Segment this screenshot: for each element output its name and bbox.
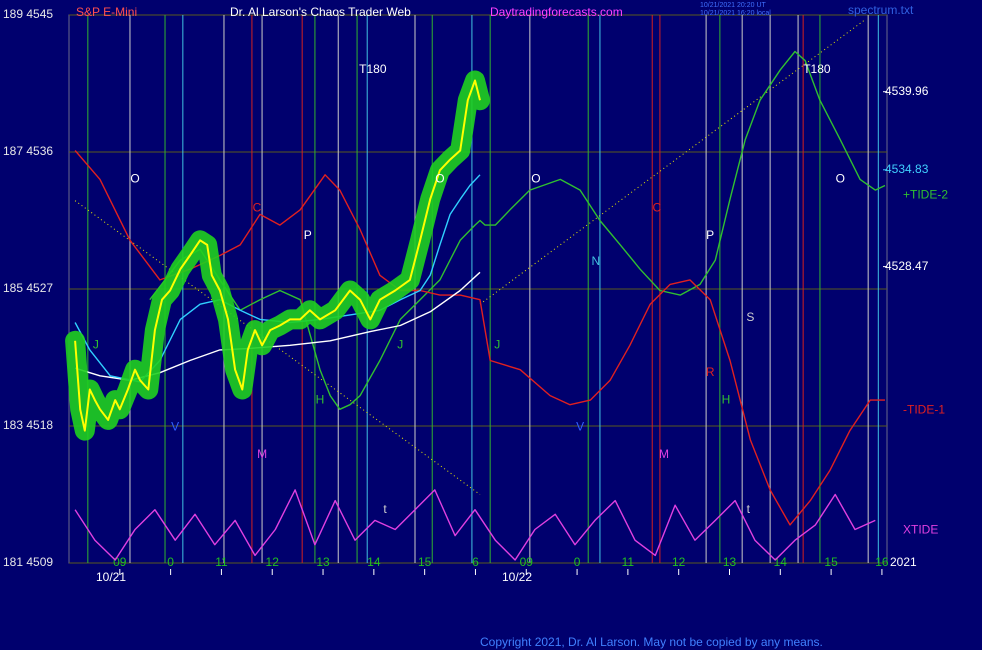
x-tick-label: 12 — [266, 555, 280, 569]
x-tick-label: 14 — [367, 555, 381, 569]
x-tick-label: 14 — [774, 555, 788, 569]
y-tick-label: 189 4545 — [3, 7, 53, 21]
annotation: M — [257, 447, 267, 461]
x-tick-label: 13 — [723, 555, 737, 569]
x-tick-label: 15 — [418, 555, 432, 569]
x-tick-label: 0 — [574, 555, 581, 569]
annotation: J — [397, 337, 403, 351]
annotation: t — [383, 502, 387, 516]
x-tick-label: 11 — [622, 555, 635, 569]
file-name: spectrum.txt — [848, 3, 914, 17]
y-tick-label: 183 4518 — [3, 418, 53, 432]
annotation: N — [592, 254, 601, 268]
date-label: 10/21 — [96, 570, 126, 584]
annotation: R — [706, 365, 715, 379]
x-tick-label: 16 — [875, 555, 889, 569]
annotation: t — [747, 502, 751, 516]
y-tick-label: 187 4536 — [3, 144, 53, 158]
annotation: V — [171, 420, 179, 434]
annotation: C — [653, 200, 662, 214]
annotation: H — [316, 392, 325, 406]
series-line — [74, 79, 481, 432]
y-tick-label: 185 4527 — [3, 281, 53, 295]
annotation: J — [93, 337, 99, 351]
timestamp: 10/21/2021 16:20 local — [700, 10, 771, 17]
annotation: T180 — [803, 62, 831, 76]
chart-title: Dr. Al Larson's Chaos Trader Web — [230, 5, 411, 19]
x-tick-label: 12 — [672, 555, 686, 569]
annotation: O — [435, 172, 444, 186]
annotation: C — [253, 200, 262, 214]
level-label: 4539.96 — [885, 84, 929, 98]
annotation: V — [576, 420, 584, 434]
level-label: 4528.47 — [885, 259, 929, 273]
level-label: 4534.83 — [885, 162, 929, 176]
annotation: H — [722, 392, 731, 406]
trend-line — [74, 200, 481, 495]
legend-label: +TIDE-2 — [903, 188, 948, 202]
x-tick-label: 6 — [472, 555, 479, 569]
annotation: M — [659, 447, 669, 461]
annotation: P — [304, 228, 312, 242]
legend-label: -TIDE-1 — [903, 402, 945, 416]
year-label: 2021 — [890, 555, 917, 569]
x-tick-label: 0 — [167, 555, 174, 569]
annotation: P — [706, 228, 714, 242]
front-layer: 189 4545 187 4536 185 4527 183 4518 181 4509… — [3, 7, 948, 575]
instrument: S&P E-Mini — [76, 5, 137, 19]
x-tick-label: 09 — [520, 555, 534, 569]
x-tick-label: 13 — [316, 555, 330, 569]
annotation: J — [494, 337, 500, 351]
timestamp: 10/21/2021 20:20 UT — [700, 2, 766, 9]
annotation: T180 — [359, 62, 387, 76]
series-line — [74, 489, 876, 561]
website: Daytradingforecasts.com — [490, 5, 623, 19]
annotation: O — [836, 172, 845, 186]
series-line — [74, 150, 885, 526]
y-tick-label: 181 4509 — [3, 555, 53, 569]
annotation: O — [531, 172, 540, 186]
x-tick-label: 09 — [113, 555, 127, 569]
copyright: Copyright 2021, Dr. Al Larson. May not b… — [480, 635, 823, 649]
x-tick-label: 15 — [824, 555, 838, 569]
date-label: 10/22 — [502, 570, 532, 584]
x-tick-label: 11 — [215, 555, 228, 569]
annotation: S — [746, 310, 754, 324]
annotation: O — [130, 172, 139, 186]
legend-label: XTIDE — [903, 523, 938, 537]
